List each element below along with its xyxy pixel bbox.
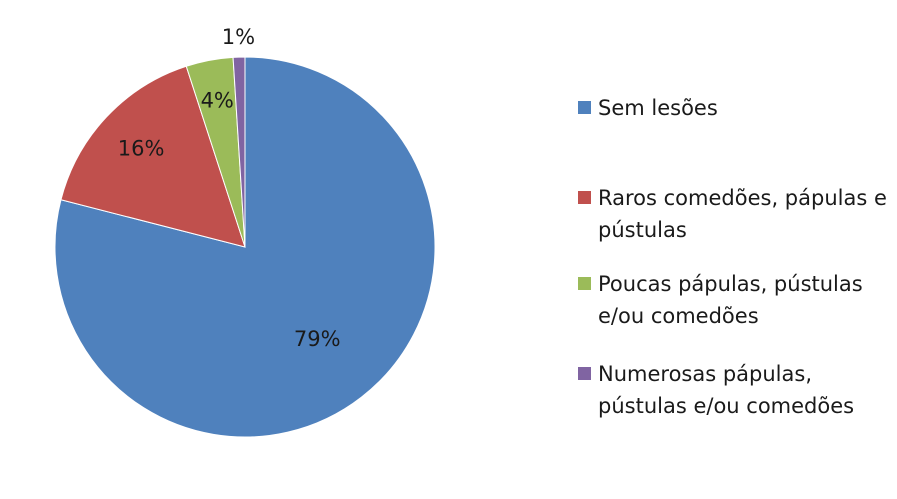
legend-swatch-poucas xyxy=(578,277,591,290)
slice-label-2: 4% xyxy=(201,88,234,112)
legend-swatch-raros xyxy=(578,191,591,204)
slice-label-1: 16% xyxy=(118,136,165,160)
legend-label-sem-lesoes: Sem lesões xyxy=(598,96,718,120)
legend-label-poucas: Poucas pápulas, pústulas e/ou comedões xyxy=(598,272,863,328)
legend-label-raros: Raros comedões, pápulas e pústulas xyxy=(598,186,887,242)
slice-label-3: 1% xyxy=(222,25,255,49)
legend-swatch-sem-lesoes xyxy=(578,101,591,114)
pie-slice-3 xyxy=(232,56,246,248)
legend-swatch-numerosas xyxy=(578,367,591,380)
pie-slice-1 xyxy=(60,65,246,248)
slice-label-0: 79% xyxy=(294,327,341,351)
legend-label-numerosas: Numerosas pápulas, pústulas e/ou comedõe… xyxy=(598,362,855,418)
pie-slice-0 xyxy=(54,56,436,438)
